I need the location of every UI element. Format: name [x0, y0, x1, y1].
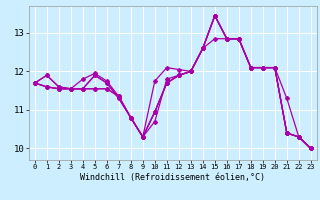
X-axis label: Windchill (Refroidissement éolien,°C): Windchill (Refroidissement éolien,°C)	[80, 173, 265, 182]
